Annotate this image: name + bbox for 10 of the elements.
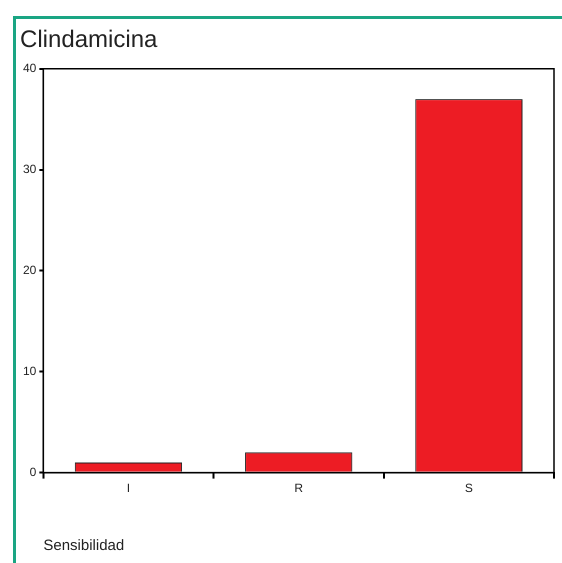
y-tick-label: 10 xyxy=(22,364,37,378)
x-tick-label: I xyxy=(126,481,130,496)
x-tick-label: R xyxy=(294,481,304,496)
x-tick-label: S xyxy=(464,481,473,496)
y-tick-label: 40 xyxy=(22,61,37,76)
chart-title: Clindamicina xyxy=(20,26,158,54)
y-tick-label: 0 xyxy=(30,464,37,479)
y-tick-label: 30 xyxy=(22,162,37,176)
x-axis-title: Sensibilidad xyxy=(43,537,124,554)
y-tick-label: 20 xyxy=(22,263,37,278)
